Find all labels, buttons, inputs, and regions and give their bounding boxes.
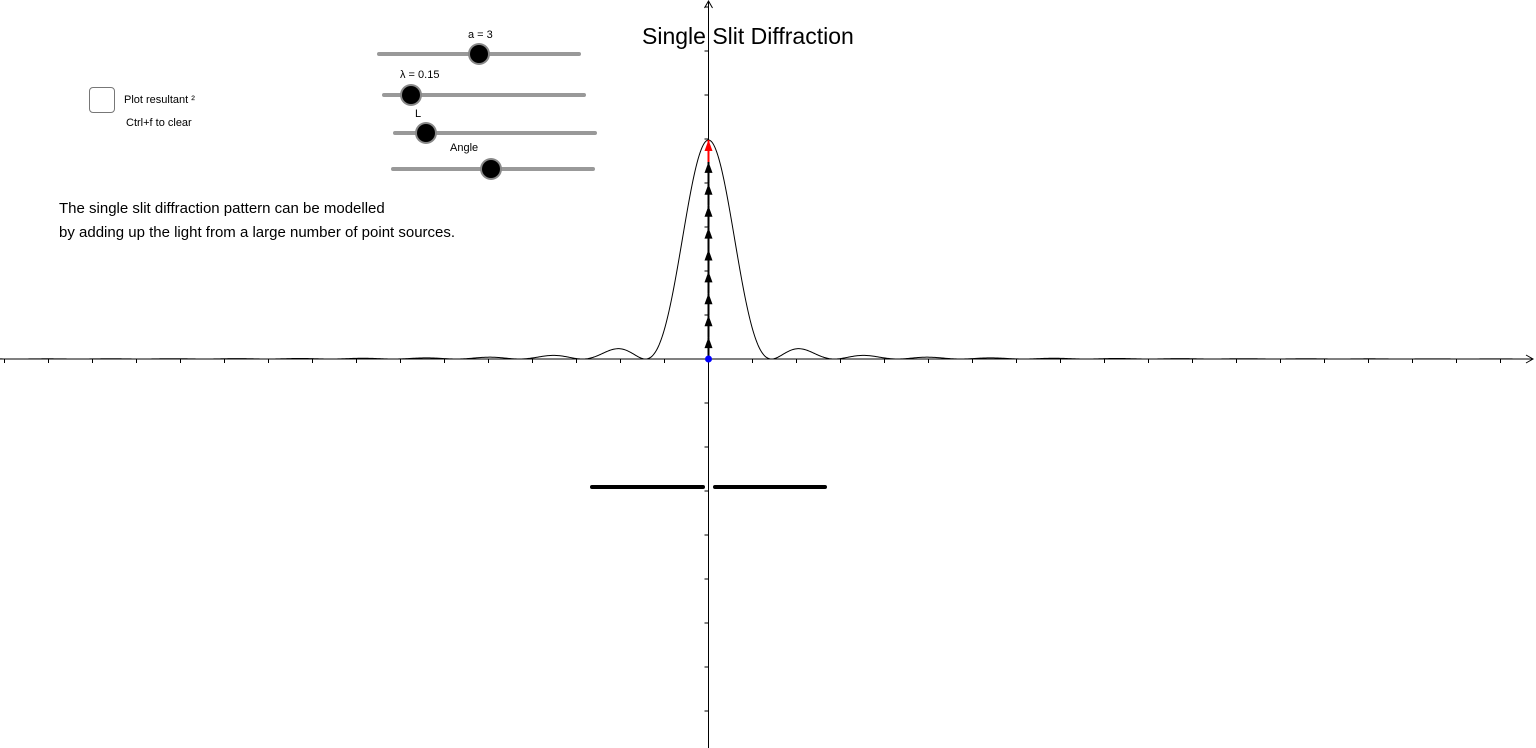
slider-handle[interactable] — [470, 45, 488, 63]
slider-handle[interactable] — [481, 160, 500, 178]
slider-handle[interactable] — [416, 124, 435, 142]
phasor-arrow — [704, 249, 713, 272]
description-line-1: The single slit diffraction pattern can … — [59, 200, 385, 217]
axis-ticks — [4, 6, 1501, 712]
clear-hint: Ctrl+f to clear — [126, 117, 192, 129]
phasor-arrow — [704, 315, 713, 338]
description-text: The single slit diffraction pattern can … — [59, 197, 455, 245]
slider-a-label: a = 3 — [468, 29, 493, 41]
slider-lambda[interactable] — [382, 85, 586, 105]
origin-point[interactable] — [705, 355, 712, 363]
phasor-arrow — [704, 205, 713, 228]
phasor-arrow — [704, 271, 713, 294]
slider-handle[interactable] — [401, 86, 420, 104]
description-line-2: by adding up the light from a large numb… — [59, 224, 456, 241]
page-title: Single Slit Diffraction — [642, 23, 854, 49]
slider-angle-label: Angle — [450, 142, 479, 154]
slider-l-label: L — [415, 108, 422, 120]
slider-lambda-label: λ = 0.15 — [400, 69, 440, 81]
slider-l[interactable] — [393, 123, 597, 143]
y-axis-arrow-icon — [704, 0, 713, 9]
slider-track[interactable] — [382, 93, 586, 97]
phasor-arrows — [704, 140, 713, 359]
plot-resultant-checkbox[interactable] — [89, 87, 115, 113]
phasor-arrow — [704, 227, 713, 250]
phasor-arrow — [704, 183, 713, 206]
slider-angle[interactable] — [391, 159, 595, 179]
resultant-phasor-arrow — [704, 140, 713, 162]
slider-a[interactable] — [377, 44, 581, 64]
phasor-arrow — [704, 161, 713, 184]
slider-track[interactable] — [393, 131, 597, 135]
intensity-curve — [0, 139, 1533, 360]
phasor-arrow — [704, 293, 713, 316]
phasor-arrow — [704, 337, 713, 359]
plot-resultant-label: Plot resultant ² — [124, 94, 195, 106]
